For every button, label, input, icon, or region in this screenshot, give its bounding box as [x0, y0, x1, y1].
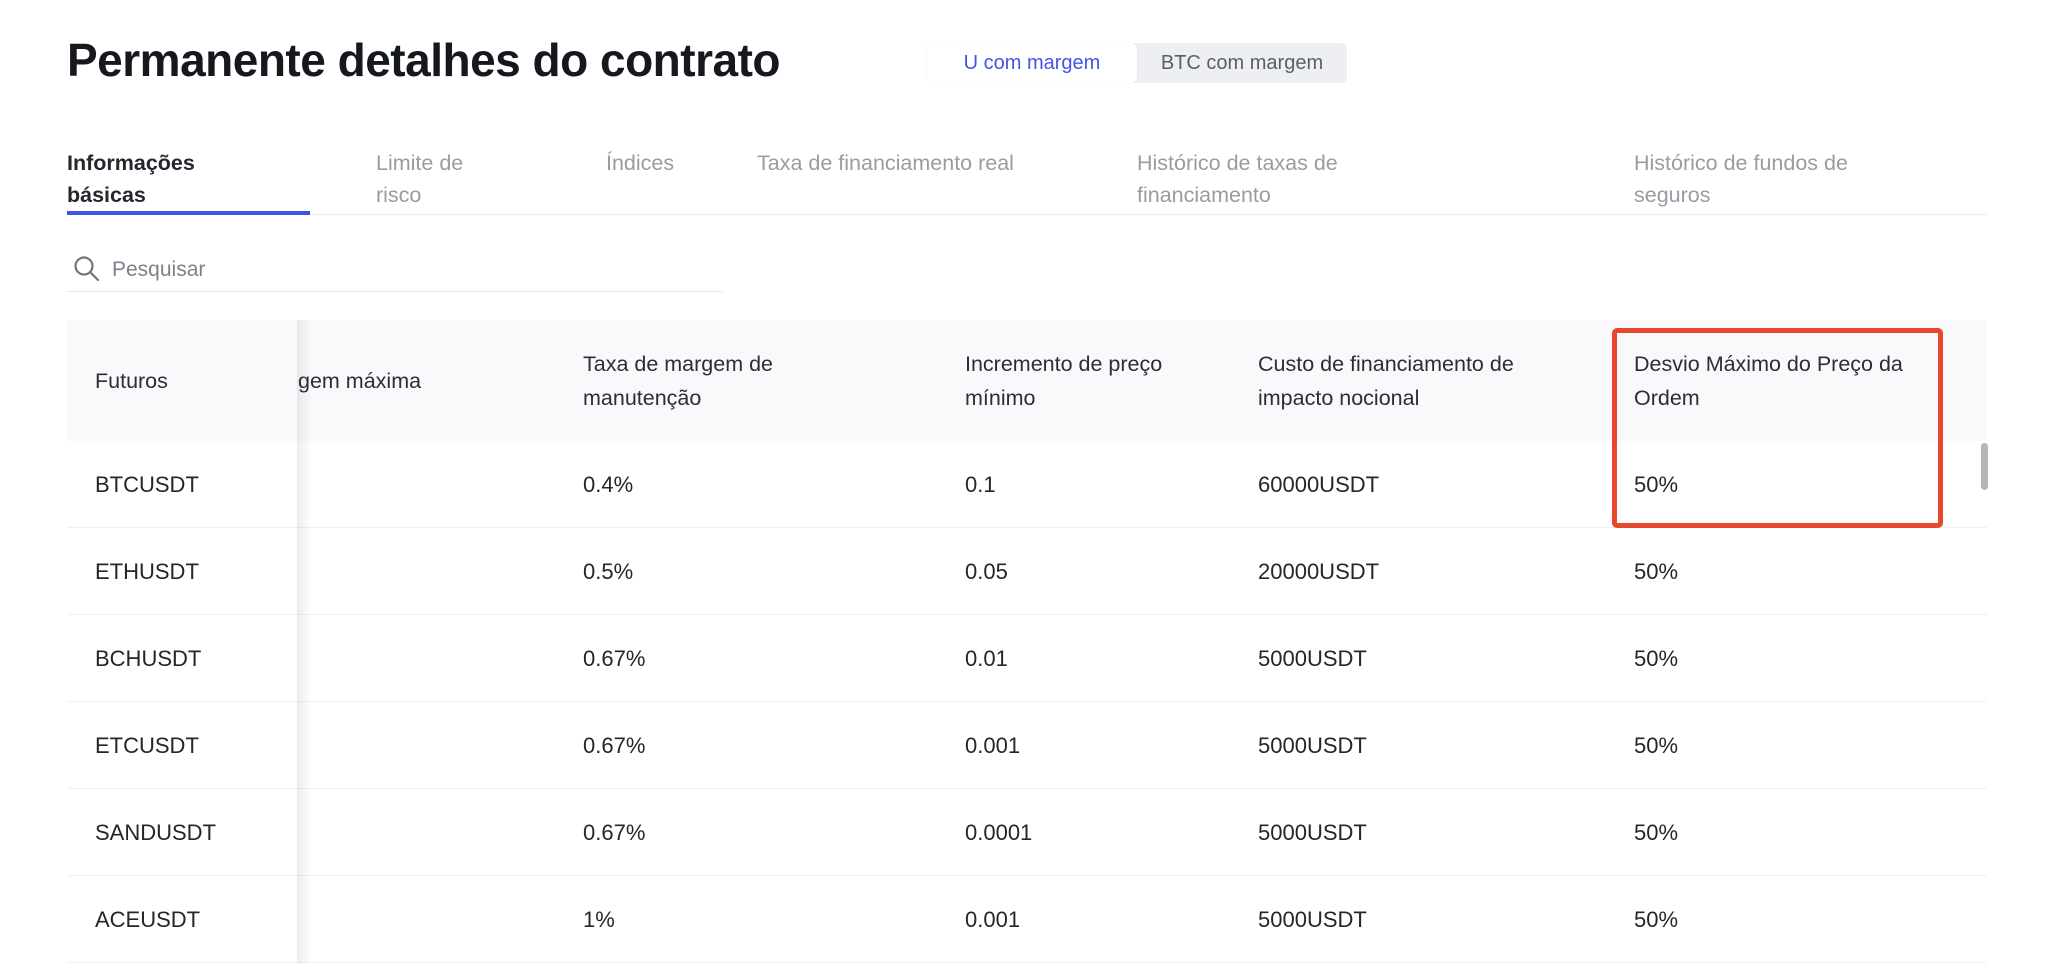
- table-row-ethusdt: ETHUSDT 0.5% 0.05 20000USDT 50%: [67, 528, 1987, 615]
- table-header: Futuros gem máxima Taxa de margem de man…: [67, 320, 1987, 441]
- cell-maintenance-margin-rate: 0.5%: [583, 558, 634, 584]
- cell-min-price-increment: 0.01: [965, 645, 1008, 671]
- table-row-etcusdt: ETCUSDT 0.67% 0.001 5000USDT 50%: [67, 702, 1987, 789]
- cell-futures: ACEUSDT: [95, 906, 201, 932]
- page-title: Permanente detalhes do contrato: [67, 34, 781, 86]
- cell-max-order-price-deviation: 50%: [1634, 558, 1679, 584]
- tab-limite-de-risco[interactable]: Limite de risco: [376, 151, 464, 207]
- contracts-table: Futuros gem máxima Taxa de margem de man…: [67, 320, 1987, 963]
- cell-max-order-price-deviation: 50%: [1634, 645, 1679, 671]
- cell-min-price-increment: 0.1: [965, 471, 996, 497]
- table-body: BTCUSDT 0.4% 0.1 60000USDT 50% ETHUSDT 0…: [67, 441, 1987, 963]
- cell-impact-notional-funding-cost: 5000USDT: [1258, 732, 1367, 758]
- cell-impact-notional-funding-cost: 5000USDT: [1258, 819, 1367, 845]
- cell-min-price-increment: 0.001: [965, 906, 1021, 932]
- cell-impact-notional-funding-cost: 5000USDT: [1258, 645, 1367, 671]
- search-icon: [74, 256, 100, 282]
- cell-futures: BCHUSDT: [95, 645, 202, 671]
- cell-max-order-price-deviation: 50%: [1634, 819, 1679, 845]
- cell-min-price-increment: 0.05: [965, 558, 1008, 584]
- cell-futures: BTCUSDT: [95, 471, 199, 497]
- table-row-aceusdt: ACEUSDT 1% 0.001 5000USDT 50%: [67, 876, 1987, 963]
- table-row-sandusdt: SANDUSDT 0.67% 0.0001 5000USDT 50%: [67, 789, 1987, 876]
- cell-impact-notional-funding-cost: 60000USDT: [1258, 471, 1380, 497]
- tabbar-divider: [67, 214, 1987, 215]
- search-input[interactable]: [110, 250, 674, 290]
- table-row-btcusdt: BTCUSDT 0.4% 0.1 60000USDT 50%: [67, 441, 1987, 528]
- cell-futures: ETCUSDT: [95, 732, 199, 758]
- cell-maintenance-margin-rate: 0.67%: [583, 732, 646, 758]
- search-underline: [67, 291, 723, 292]
- column-header-incremento-preco-minimo: Incremento de preço mínimo: [965, 351, 1163, 410]
- cell-max-order-price-deviation: 50%: [1634, 906, 1679, 932]
- cell-maintenance-margin-rate: 0.67%: [583, 819, 646, 845]
- cell-maintenance-margin-rate: 0.4%: [583, 471, 634, 497]
- cell-max-order-price-deviation: 50%: [1634, 471, 1679, 497]
- cell-min-price-increment: 0.001: [965, 732, 1021, 758]
- tab-taxa-financiamento-real[interactable]: Taxa de financiamento real: [757, 151, 1014, 175]
- active-tab-underline: [67, 211, 310, 215]
- column-header-futuros: Futuros: [95, 368, 168, 393]
- cell-min-price-increment: 0.0001: [965, 819, 1033, 845]
- cell-impact-notional-funding-cost: 20000USDT: [1258, 558, 1380, 584]
- column-header-taxa-margem-manutencao: Taxa de margem de manutenção: [583, 351, 774, 410]
- cell-futures: ETHUSDT: [95, 558, 199, 584]
- cell-max-order-price-deviation: 50%: [1634, 732, 1679, 758]
- cell-futures: SANDUSDT: [95, 819, 217, 845]
- table-row-bchusdt: BCHUSDT 0.67% 0.01 5000USDT 50%: [67, 615, 1987, 702]
- cell-impact-notional-funding-cost: 5000USDT: [1258, 906, 1367, 932]
- cell-maintenance-margin-rate: 0.67%: [583, 645, 646, 671]
- cell-maintenance-margin-rate: 1%: [583, 906, 615, 932]
- column-header-custo-financiamento: Custo de financiamento de impacto nocion…: [1258, 351, 1514, 410]
- column-header-alavancagem-maxima-truncated: gem máxima: [298, 368, 422, 393]
- tab-historico-taxas-financiamento[interactable]: Histórico de taxas de financiamento: [1137, 151, 1338, 207]
- tab-indices[interactable]: Índices: [606, 151, 675, 175]
- column-header-desvio-maximo-preco: Desvio Máximo do Preço da Ordem: [1634, 351, 1903, 410]
- toggle-u-margined[interactable]: U com margem: [927, 43, 1137, 83]
- vertical-scrollbar-thumb[interactable]: [1981, 443, 1988, 490]
- tab-informacoes-basicas[interactable]: Informações básicas: [67, 151, 195, 207]
- tab-historico-fundos-seguros[interactable]: Histórico de fundos de seguros: [1634, 151, 1848, 207]
- toggle-btc-margined[interactable]: BTC com margem: [1160, 51, 1324, 74]
- margin-type-toggle: U com margem BTC com margem: [927, 43, 1347, 83]
